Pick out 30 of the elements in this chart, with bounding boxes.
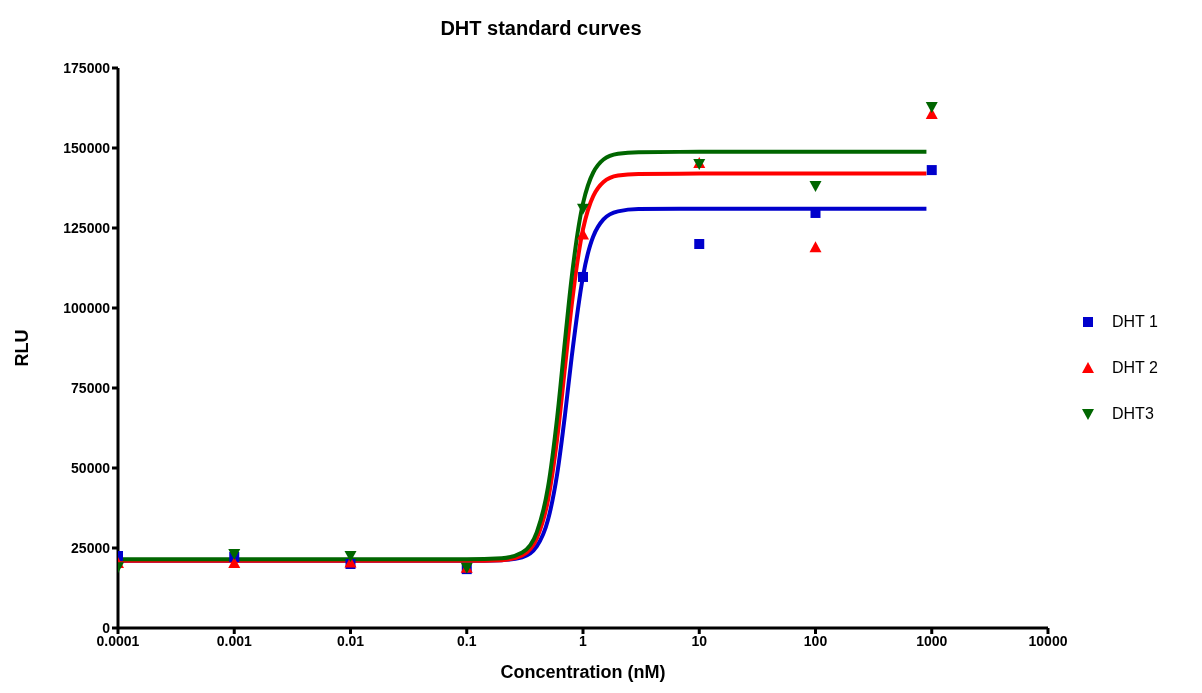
point bbox=[344, 551, 357, 562]
point bbox=[694, 239, 705, 249]
legend-label: DHT 2 bbox=[1112, 359, 1158, 377]
x-tick-label: 100 bbox=[803, 632, 828, 649]
y-tick-label: 150000 bbox=[63, 139, 111, 156]
point bbox=[228, 557, 241, 569]
chart-title: DHT standard curves bbox=[439, 16, 643, 41]
y-tick-label: 100000 bbox=[63, 299, 111, 316]
point bbox=[926, 165, 937, 176]
x-tick-label: 1 bbox=[579, 632, 588, 649]
y-axis-title: RLU bbox=[12, 329, 33, 367]
point bbox=[578, 271, 588, 282]
legend-label: DHT 1 bbox=[1112, 313, 1158, 331]
y-tick-label: 25000 bbox=[71, 539, 111, 556]
legend-label: DHT3 bbox=[1112, 405, 1154, 423]
point bbox=[925, 102, 938, 114]
y-tick-label: 75000 bbox=[71, 379, 111, 396]
point bbox=[809, 241, 822, 253]
x-tick-label: 0.001 bbox=[216, 632, 252, 649]
y-tick-label: 175000 bbox=[63, 59, 111, 76]
x-tick-label: 10000 bbox=[1028, 632, 1068, 649]
point bbox=[577, 203, 589, 215]
x-tick-label: 1000 bbox=[916, 632, 948, 649]
y-tick-label: 125000 bbox=[63, 219, 111, 236]
y-tick-label: 50000 bbox=[71, 459, 111, 476]
x-tick-label: 0.1 bbox=[457, 632, 477, 649]
x-axis-title: Concentration (nM) bbox=[500, 662, 666, 682]
x-tick-label: 10 bbox=[691, 632, 708, 649]
x-tick-label: 0.01 bbox=[336, 632, 365, 649]
point bbox=[809, 181, 822, 193]
